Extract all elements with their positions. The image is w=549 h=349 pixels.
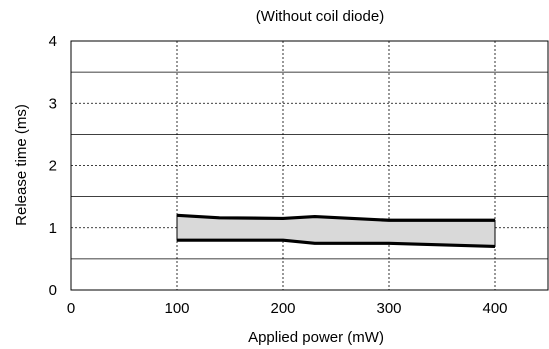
chart-subtitle: (Without coil diode) (256, 8, 384, 25)
x-tick-labels: 0 100 200 300 400 (67, 300, 508, 317)
x-tick-label: 400 (482, 300, 507, 317)
y-tick-label: 2 (49, 158, 57, 175)
release-time-band (176, 213, 496, 249)
y-tick-labels: 0 1 2 3 4 (49, 33, 57, 299)
x-tick-label: 100 (164, 300, 189, 317)
lower-bound-line (177, 238, 496, 249)
x-axis-label: Applied power (mW) (248, 329, 384, 346)
y-tick-label: 4 (49, 33, 57, 50)
y-tick-label: 1 (49, 220, 57, 237)
plot-border (70, 40, 549, 291)
y-tick-label: 3 (49, 95, 57, 112)
x-tick-label: 300 (376, 300, 401, 317)
upper-bound-line (176, 213, 495, 222)
grid-lines (71, 41, 548, 290)
y-axis-label: Release time (ms) (13, 104, 30, 226)
y-tick-label: 0 (49, 282, 57, 299)
x-tick-label: 200 (270, 300, 295, 317)
x-tick-label: 0 (67, 300, 75, 317)
plot-frame (70, 40, 549, 291)
